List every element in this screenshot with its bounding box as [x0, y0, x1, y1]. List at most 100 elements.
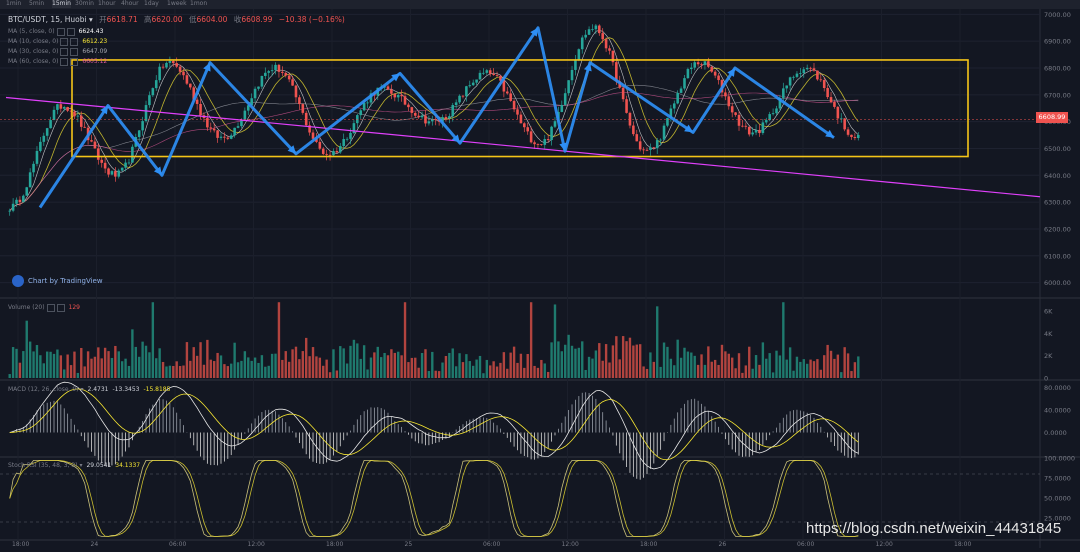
stoch-label[interactable]: Stoch RSI (35, 48, 3, 3): [8, 462, 78, 469]
volume-bar: [243, 351, 247, 378]
interval-15min[interactable]: 15min: [52, 0, 71, 8]
price-tick-label: 6900.00: [1044, 38, 1071, 46]
eye-icon[interactable]: [46, 303, 55, 312]
candle: [621, 87, 625, 100]
volume-bar: [161, 361, 165, 378]
volume-bar: [59, 355, 63, 378]
chevron-down-icon[interactable]: ▾: [88, 15, 93, 24]
candle: [291, 79, 294, 86]
interval-1min[interactable]: 1min: [6, 0, 22, 7]
volume-bar: [724, 351, 727, 378]
candle: [465, 86, 468, 97]
candle: [751, 132, 754, 135]
volume-bar: [737, 353, 741, 378]
swing-arrow-head: [153, 166, 162, 176]
interval-1week[interactable]: 1week: [167, 0, 187, 7]
chevron-down-icon[interactable]: ▾: [77, 462, 83, 469]
volume-bar: [717, 364, 720, 378]
interval-1hour[interactable]: 1hour: [98, 0, 116, 7]
candle: [533, 142, 536, 145]
candle: [707, 61, 710, 67]
settings-icon[interactable]: [56, 303, 65, 312]
ma-legend-row[interactable]: MA (60, close, 0) 6605.12: [8, 57, 107, 66]
candle: [28, 172, 32, 188]
volume-bar: [809, 359, 812, 378]
interval-5min[interactable]: 5min: [29, 0, 45, 7]
eye-icon[interactable]: [60, 47, 69, 56]
volume-bar: [656, 306, 659, 378]
symbol-pair[interactable]: BTC/USDT, 15, Huobi: [8, 15, 87, 24]
candle: [734, 112, 737, 115]
candle: [315, 138, 318, 142]
volume-bar: [775, 350, 778, 378]
settings-icon[interactable]: [70, 37, 79, 46]
tradingview-badge[interactable]: Chart by TradingView: [12, 275, 103, 287]
candle: [233, 127, 236, 136]
volume-bar: [155, 358, 158, 378]
volume-bar: [305, 337, 308, 378]
volume-bar: [240, 360, 243, 378]
interval-30min[interactable]: 30min: [75, 0, 94, 7]
candle: [546, 139, 550, 141]
time-tick-label: 18:00: [12, 541, 29, 548]
interval-1mon[interactable]: 1mon: [190, 0, 208, 7]
volume-bar: [700, 354, 703, 378]
interval-toolbar: 1min 5min 15min 30min 1hour 4hour 1day 1week 1mo…: [0, 0, 1080, 9]
ma-legend-row[interactable]: MA (10, close, 0) 6612.23: [8, 37, 107, 46]
volume-tick-label: 4K: [1044, 330, 1053, 338]
candle: [594, 25, 598, 30]
volume-bar: [812, 361, 816, 378]
eye-icon[interactable]: [60, 37, 69, 46]
volume-bar: [591, 358, 594, 378]
volume-bar: [673, 365, 676, 378]
volume-bar: [369, 357, 373, 378]
candle: [393, 93, 397, 98]
volume-bar: [168, 365, 172, 378]
candle: [22, 195, 25, 203]
ma-legend-row[interactable]: MA (30, close, 0) 6647.09: [8, 47, 107, 56]
interval-4hour[interactable]: 4hour: [121, 0, 139, 7]
candle: [287, 75, 291, 80]
candle: [141, 121, 144, 131]
volume-bar: [553, 304, 557, 378]
candle: [318, 141, 322, 149]
settings-icon[interactable]: [70, 47, 79, 56]
swing-arrow-head: [391, 73, 400, 82]
ma-legend-row[interactable]: MA (5, close, 0) 6624.43: [8, 27, 103, 36]
open-value: 6618.71: [106, 15, 138, 24]
volume-bar: [124, 358, 127, 378]
volume-bar: [771, 372, 775, 378]
candle: [495, 75, 499, 76]
candle: [563, 93, 567, 105]
volume-bar: [581, 341, 584, 378]
chevron-down-icon[interactable]: ▾: [78, 386, 84, 393]
candle: [482, 72, 485, 74]
volume-bar: [765, 358, 768, 378]
volume-bar: [482, 373, 485, 378]
eye-icon[interactable]: [60, 57, 69, 66]
volume-bar: [189, 360, 192, 378]
volume-bar: [284, 351, 287, 378]
settings-icon[interactable]: [66, 27, 75, 36]
interval-1day[interactable]: 1day: [144, 0, 159, 7]
candle: [441, 117, 444, 122]
candle: [516, 109, 519, 115]
volume-bar: [536, 367, 540, 378]
candle: [39, 141, 42, 151]
volume-bar: [802, 359, 805, 378]
candle: [768, 114, 771, 121]
candle: [168, 61, 172, 63]
volume-bar: [468, 361, 471, 378]
candle: [42, 135, 46, 142]
eye-icon[interactable]: [56, 27, 65, 36]
volume-bar: [257, 362, 260, 378]
settings-icon[interactable]: [70, 57, 79, 66]
volume-label[interactable]: Volume (20): [8, 304, 45, 311]
candle: [822, 80, 826, 89]
macd-label[interactable]: MACD (12, 26, close, 9): [8, 386, 79, 393]
candle: [212, 128, 216, 131]
volume-bar: [110, 357, 114, 378]
candle: [461, 95, 465, 97]
time-tick-label: 06:00: [797, 541, 814, 548]
